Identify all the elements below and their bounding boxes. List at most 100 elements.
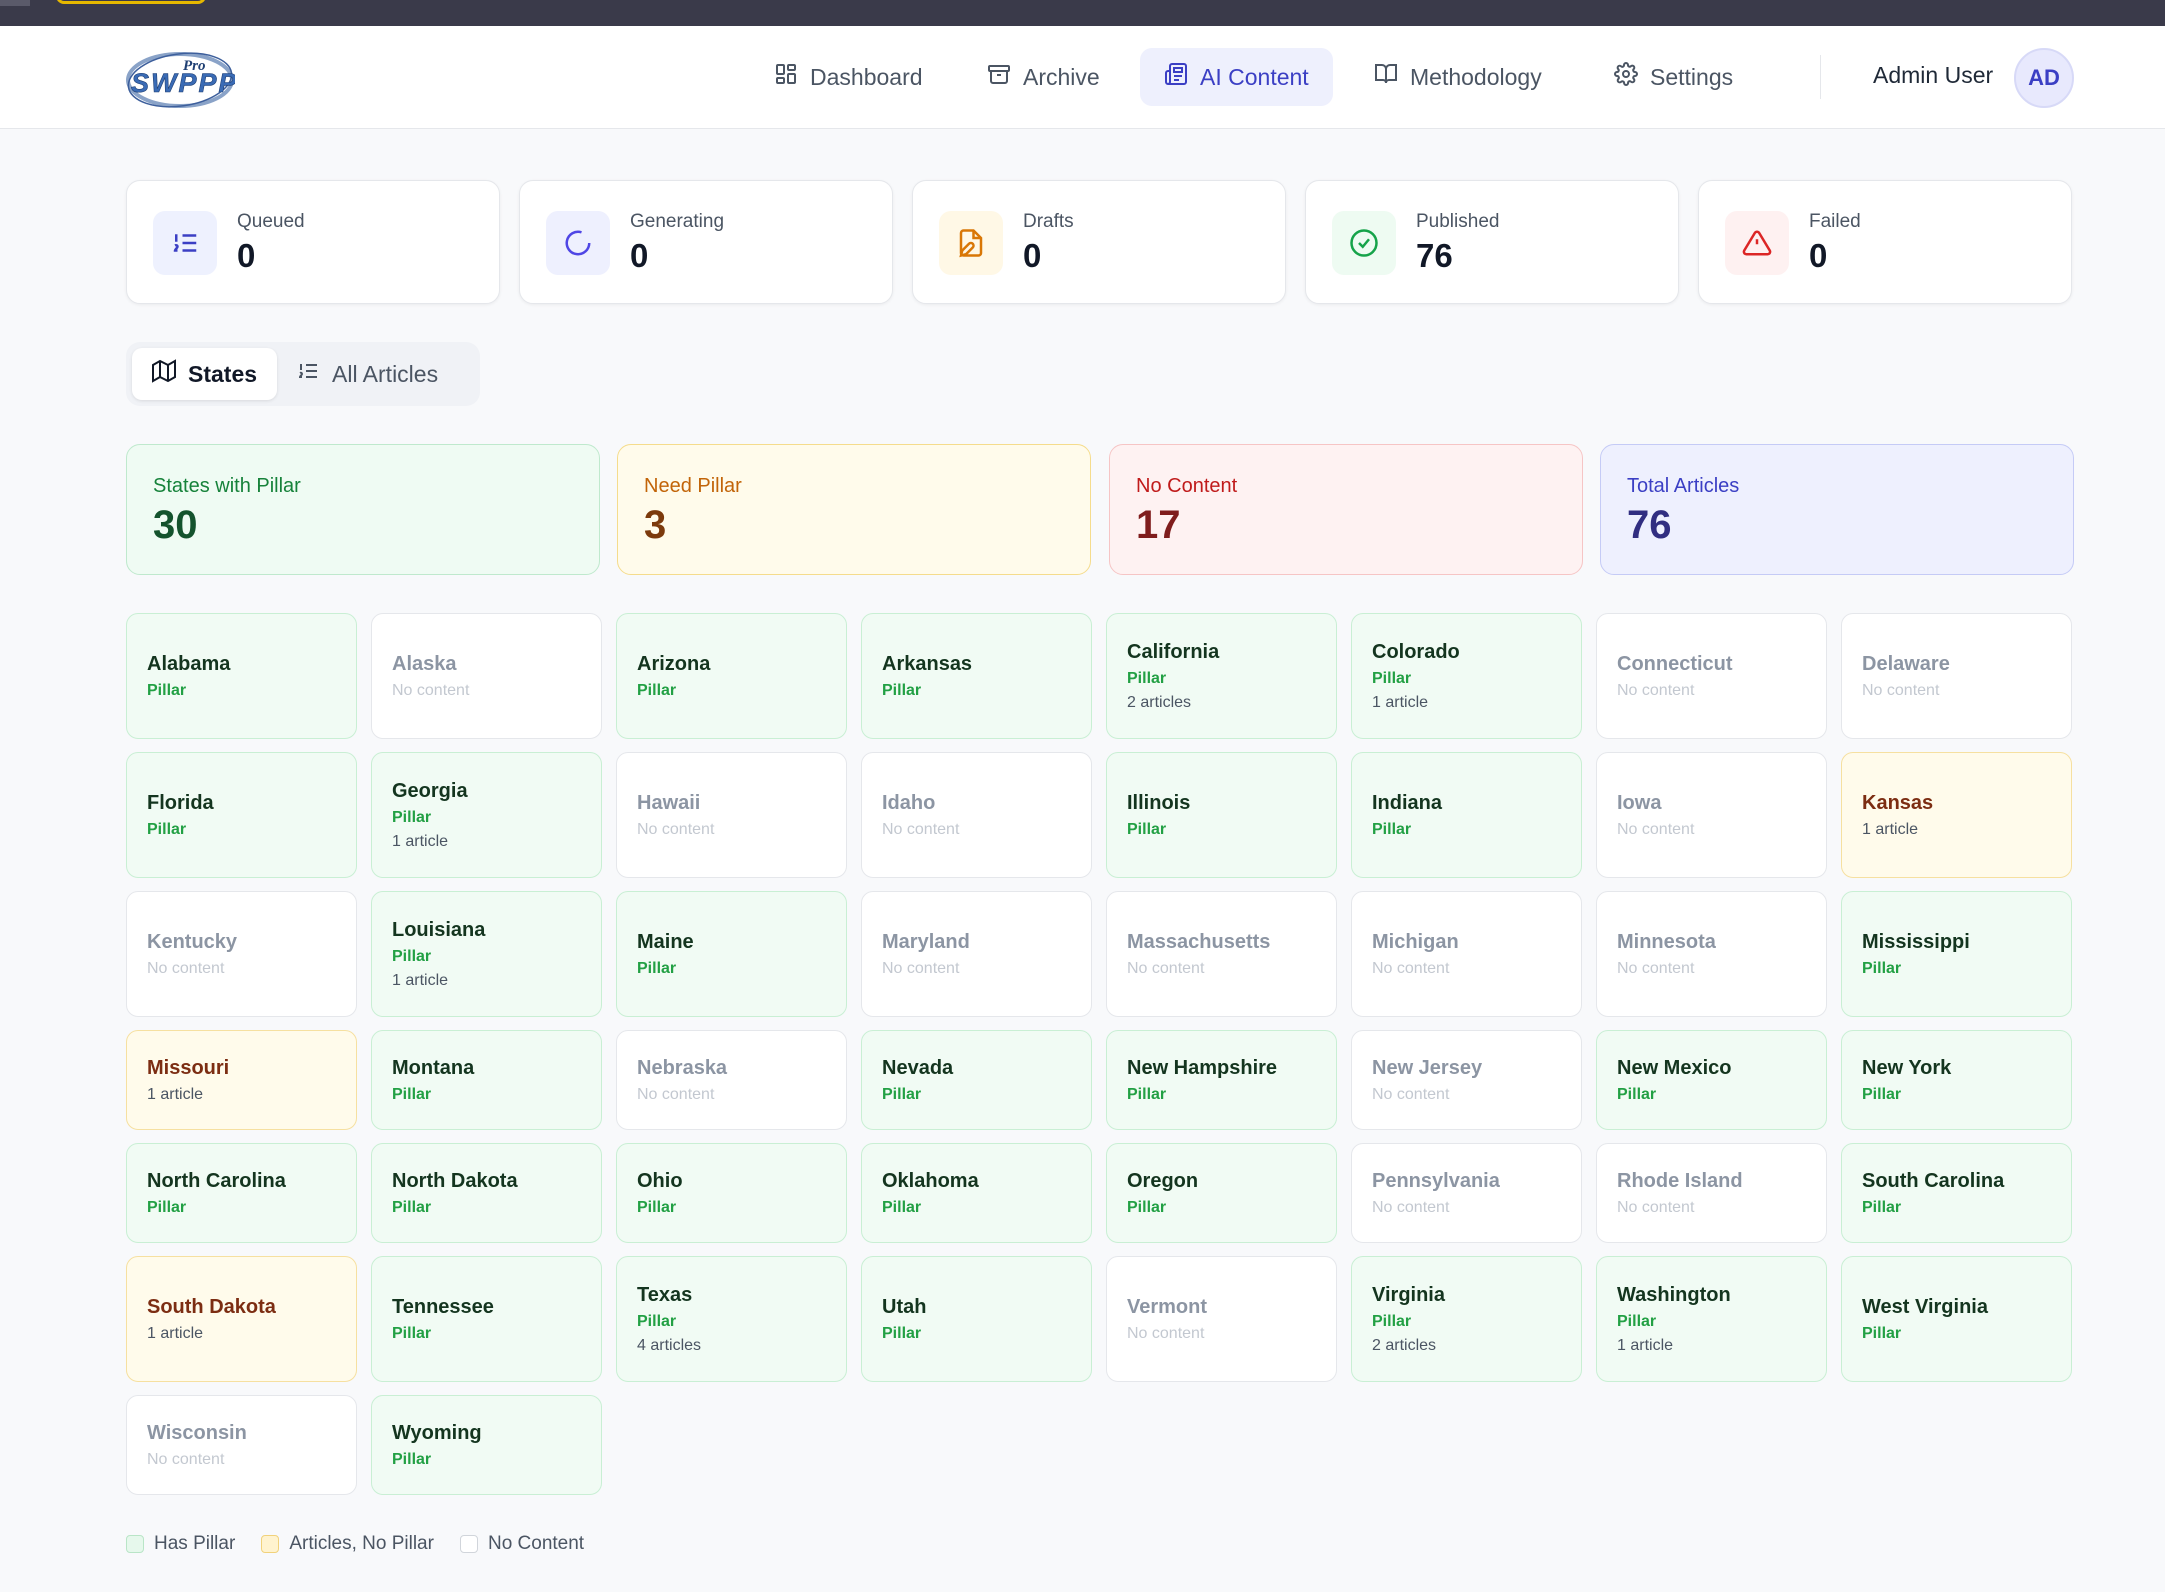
swppp-pro-logo[interactable]: Pro SWPPP <box>125 44 237 112</box>
user-name[interactable]: Admin User <box>1873 62 1994 88</box>
tab-all-articles[interactable]: All Articles <box>276 348 458 400</box>
state-card-wyoming[interactable]: Wyoming Pillar <box>371 1395 602 1495</box>
state-name: Oregon <box>1127 1169 1199 1192</box>
state-card-kentucky[interactable]: Kentucky No content <box>126 891 357 1017</box>
state-card-pennsylvania[interactable]: Pennsylvania No content <box>1351 1143 1582 1243</box>
state-status: Pillar <box>392 808 432 826</box>
state-card-north-carolina[interactable]: North Carolina Pillar <box>126 1143 357 1243</box>
state-card-new-hampshire[interactable]: New Hampshire Pillar <box>1106 1030 1337 1130</box>
state-card-kansas[interactable]: Kansas 1 article <box>1841 752 2072 878</box>
state-card-rhode-island[interactable]: Rhode Island No content <box>1596 1143 1827 1243</box>
state-card-michigan[interactable]: Michigan No content <box>1351 891 1582 1017</box>
nav-methodology[interactable]: Methodology <box>1350 48 1566 106</box>
state-status: Pillar <box>1127 1085 1167 1103</box>
state-card-hawaii[interactable]: Hawaii No content <box>616 752 847 878</box>
state-card-washington[interactable]: Washington Pillar 1 article <box>1596 1256 1827 1382</box>
state-card-maryland[interactable]: Maryland No content <box>861 891 1092 1017</box>
state-card-oklahoma[interactable]: Oklahoma Pillar <box>861 1143 1092 1243</box>
state-status: No content <box>882 820 960 838</box>
legend-label: Has Pillar <box>154 1533 236 1554</box>
state-card-utah[interactable]: Utah Pillar <box>861 1256 1092 1382</box>
state-name: Illinois <box>1127 791 1191 814</box>
stat-generating: Generating 0 <box>519 180 893 304</box>
map-icon <box>152 359 176 389</box>
tab-states[interactable]: States <box>132 348 278 400</box>
state-card-wisconsin[interactable]: Wisconsin No content <box>126 1395 357 1495</box>
nav-dashboard[interactable]: Dashboard <box>750 48 947 106</box>
state-card-north-dakota[interactable]: North Dakota Pillar <box>371 1143 602 1243</box>
state-card-massachusetts[interactable]: Massachusetts No content <box>1106 891 1337 1017</box>
state-status: Pillar <box>147 681 187 699</box>
state-card-colorado[interactable]: Colorado Pillar 1 article <box>1351 613 1582 739</box>
state-card-mississippi[interactable]: Mississippi Pillar <box>1841 891 2072 1017</box>
state-card-new-york[interactable]: New York Pillar <box>1841 1030 2072 1130</box>
nav-archive[interactable]: Archive <box>963 48 1124 106</box>
state-card-south-carolina[interactable]: South Carolina Pillar <box>1841 1143 2072 1243</box>
state-card-montana[interactable]: Montana Pillar <box>371 1030 602 1130</box>
state-card-virginia[interactable]: Virginia Pillar 2 articles <box>1351 1256 1582 1382</box>
state-card-tennessee[interactable]: Tennessee Pillar <box>371 1256 602 1382</box>
stat-value: 0 <box>1809 237 1828 274</box>
state-card-alaska[interactable]: Alaska No content <box>371 613 602 739</box>
nav-ai-content[interactable]: AI Content <box>1140 48 1333 106</box>
state-name: Florida <box>147 791 214 814</box>
state-name: Minnesota <box>1617 930 1716 953</box>
file-edit-icon <box>939 211 1003 275</box>
legend-swatch-amber <box>261 1535 280 1553</box>
browser-top-strip <box>0 0 2165 26</box>
state-card-arkansas[interactable]: Arkansas Pillar <box>861 613 1092 739</box>
state-name: Georgia <box>392 779 468 802</box>
state-card-delaware[interactable]: Delaware No content <box>1841 613 2072 739</box>
state-card-indiana[interactable]: Indiana Pillar <box>1351 752 1582 878</box>
state-card-new-jersey[interactable]: New Jersey No content <box>1351 1030 1582 1130</box>
state-card-illinois[interactable]: Illinois Pillar <box>1106 752 1337 878</box>
state-card-oregon[interactable]: Oregon Pillar <box>1106 1143 1337 1243</box>
state-card-iowa[interactable]: Iowa No content <box>1596 752 1827 878</box>
state-card-texas[interactable]: Texas Pillar 4 articles <box>616 1256 847 1382</box>
state-card-connecticut[interactable]: Connecticut No content <box>1596 613 1827 739</box>
book-icon <box>1374 62 1398 92</box>
dashboard-icon <box>774 62 798 92</box>
state-card-south-dakota[interactable]: South Dakota 1 article <box>126 1256 357 1382</box>
state-card-vermont[interactable]: Vermont No content <box>1106 1256 1337 1382</box>
state-card-louisiana[interactable]: Louisiana Pillar 1 article <box>371 891 602 1017</box>
state-card-georgia[interactable]: Georgia Pillar 1 article <box>371 752 602 878</box>
state-card-new-mexico[interactable]: New Mexico Pillar <box>1596 1030 1827 1130</box>
summary-total-articles: Total Articles 76 <box>1600 444 2074 575</box>
state-card-ohio[interactable]: Ohio Pillar <box>616 1143 847 1243</box>
state-card-idaho[interactable]: Idaho No content <box>861 752 1092 878</box>
summary-label: Need Pillar <box>644 475 742 497</box>
user-avatar[interactable]: AD <box>2014 48 2074 108</box>
nav-settings[interactable]: Settings <box>1590 48 1757 106</box>
state-status: Pillar <box>637 1198 677 1216</box>
state-name: Hawaii <box>637 791 701 814</box>
state-card-maine[interactable]: Maine Pillar <box>616 891 847 1017</box>
alert-triangle-icon <box>1725 211 1789 275</box>
tab-all-articles-label: All Articles <box>332 360 439 387</box>
state-name: Idaho <box>882 791 936 814</box>
state-name: Maryland <box>882 930 970 953</box>
state-card-missouri[interactable]: Missouri 1 article <box>126 1030 357 1130</box>
state-card-arizona[interactable]: Arizona Pillar <box>616 613 847 739</box>
state-status: No content <box>637 1085 715 1103</box>
state-card-alabama[interactable]: Alabama Pillar <box>126 613 357 739</box>
state-name: Washington <box>1617 1283 1731 1306</box>
state-card-california[interactable]: California Pillar 2 articles <box>1106 613 1337 739</box>
state-status: Pillar <box>637 1312 677 1330</box>
state-name: Virginia <box>1372 1283 1445 1306</box>
state-card-nebraska[interactable]: Nebraska No content <box>616 1030 847 1130</box>
state-card-minnesota[interactable]: Minnesota No content <box>1596 891 1827 1017</box>
state-status: Pillar <box>1862 1324 1902 1342</box>
state-card-florida[interactable]: Florida Pillar <box>126 752 357 878</box>
state-name: Massachusetts <box>1127 930 1271 953</box>
stat-value: 0 <box>630 237 649 274</box>
state-card-nevada[interactable]: Nevada Pillar <box>861 1030 1092 1130</box>
state-status: Pillar <box>392 1324 432 1342</box>
nav-dashboard-label: Dashboard <box>810 63 923 90</box>
state-card-west-virginia[interactable]: West Virginia Pillar <box>1841 1256 2072 1382</box>
state-name: Alaska <box>392 652 457 675</box>
legend: Has Pillar Articles, No Pillar No Conten… <box>126 1533 584 1555</box>
state-name: Alabama <box>147 652 231 675</box>
archive-icon <box>987 62 1011 92</box>
state-status: No content <box>1862 681 1940 699</box>
